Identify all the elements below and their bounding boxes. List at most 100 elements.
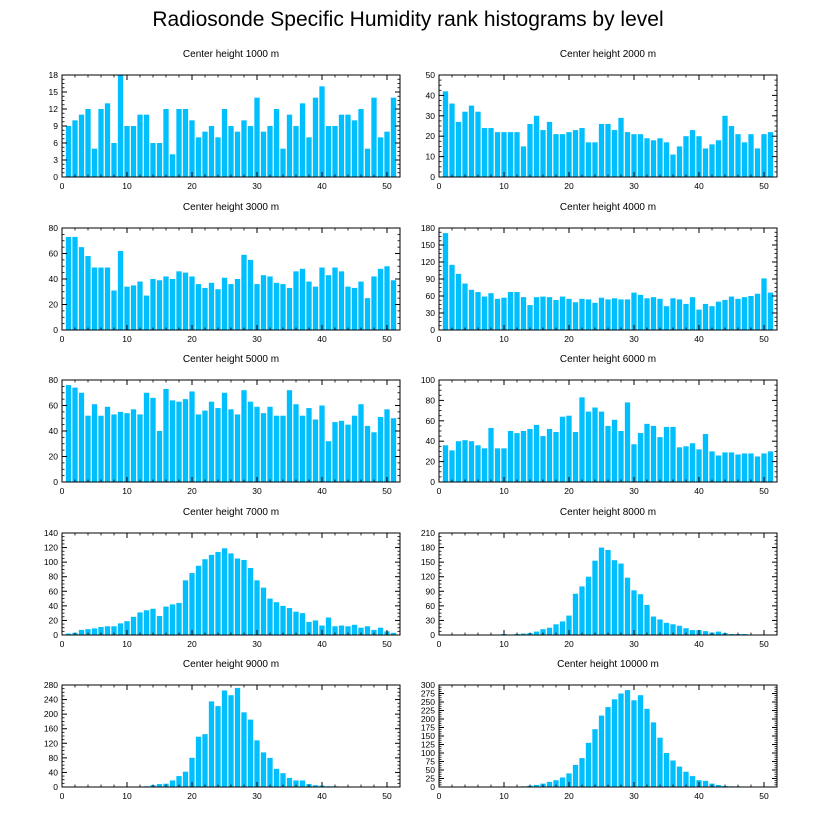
bar	[215, 706, 221, 787]
x-tick-label: 30	[252, 486, 262, 496]
bar	[767, 292, 774, 330]
y-tick-label: 60	[426, 291, 436, 301]
bar	[267, 757, 273, 787]
bar	[702, 631, 709, 635]
bar	[130, 285, 137, 330]
bar	[273, 415, 280, 482]
bar	[657, 737, 663, 787]
bar	[299, 103, 306, 177]
bar	[293, 404, 299, 482]
bar	[683, 628, 689, 635]
y-tick-label: 180	[421, 543, 435, 553]
bar	[312, 97, 319, 177]
x-tick-label: 0	[437, 181, 442, 191]
bar	[221, 548, 228, 635]
y-tick-label: 30	[426, 615, 436, 625]
x-tick-label: 0	[437, 791, 442, 801]
bar	[371, 276, 377, 330]
bar	[501, 132, 507, 177]
bar	[631, 444, 637, 482]
bar	[676, 625, 683, 635]
bar	[117, 623, 124, 635]
bar	[338, 114, 345, 177]
bar	[143, 295, 150, 330]
chart-panel-10: Center height 10000 m0 10 20 30 40 5002550751…	[421, 659, 778, 801]
bar	[611, 699, 618, 787]
x-tick-label: 30	[629, 639, 639, 649]
bar	[247, 567, 254, 635]
bar	[566, 773, 572, 787]
bar	[702, 148, 709, 177]
bar	[169, 780, 176, 787]
bar	[572, 593, 579, 635]
bar	[637, 594, 644, 635]
bar	[169, 279, 176, 330]
bar	[319, 86, 325, 177]
bar	[579, 586, 585, 635]
panel-title: Center height 4000 m	[560, 202, 656, 213]
bar	[254, 284, 260, 330]
bar	[533, 784, 540, 787]
x-tick-label: 20	[187, 486, 197, 496]
panel-title: Center height 10000 m	[557, 659, 659, 670]
bar	[202, 734, 208, 787]
bar	[345, 114, 351, 177]
bar	[475, 292, 481, 330]
bar	[377, 137, 384, 177]
chart-panel-2: Center height 2000 m 0 10 20 30 40 50 0 10 20 30 40…	[426, 49, 778, 191]
bar	[390, 632, 397, 635]
y-tick-label: 80	[426, 395, 436, 405]
bar	[384, 266, 390, 330]
bar	[371, 432, 377, 482]
bar	[722, 299, 728, 330]
bar	[650, 425, 657, 482]
bar	[715, 301, 722, 330]
bar	[234, 131, 241, 177]
bar	[338, 625, 345, 635]
bar	[390, 97, 397, 177]
bar	[566, 615, 572, 635]
bar	[228, 409, 234, 482]
x-tick-label: 10	[122, 334, 132, 344]
y-tick-label: 200	[421, 714, 435, 724]
chart-panel-9: Center height 9000 m 0 10 20 30 40 50 0 40 80 120 1…	[44, 659, 401, 801]
y-tick-label: 240	[44, 695, 58, 705]
bar	[104, 267, 111, 330]
bar	[709, 144, 715, 177]
bar	[572, 432, 579, 482]
bar	[78, 629, 85, 635]
bar	[631, 292, 637, 330]
bar	[696, 136, 702, 177]
x-tick-label: 10	[499, 334, 509, 344]
bar	[163, 606, 169, 635]
bar	[559, 621, 566, 635]
bar	[312, 286, 319, 330]
bar	[748, 453, 754, 482]
bar	[475, 111, 481, 177]
bar	[540, 629, 546, 635]
bar	[657, 619, 663, 635]
bar	[364, 626, 371, 635]
y-tick-label: 100	[421, 375, 435, 385]
bar	[585, 411, 592, 482]
x-tick-label: 0	[60, 181, 65, 191]
y-tick-label: 0	[53, 172, 58, 182]
bar	[494, 448, 501, 482]
bar	[78, 114, 85, 177]
bar	[468, 105, 475, 177]
y-tick-label: 90	[426, 274, 436, 284]
y-tick-label: 80	[49, 223, 59, 233]
bar	[618, 693, 624, 787]
bar	[215, 408, 221, 482]
bar	[176, 602, 182, 635]
y-tick-label: 140	[44, 528, 58, 538]
bar	[455, 441, 462, 482]
bar	[91, 148, 98, 177]
bar	[566, 298, 572, 330]
bar	[540, 130, 546, 177]
y-tick-label: 25	[426, 774, 436, 784]
bar	[254, 580, 260, 635]
bar	[559, 296, 566, 330]
bar	[728, 126, 735, 177]
